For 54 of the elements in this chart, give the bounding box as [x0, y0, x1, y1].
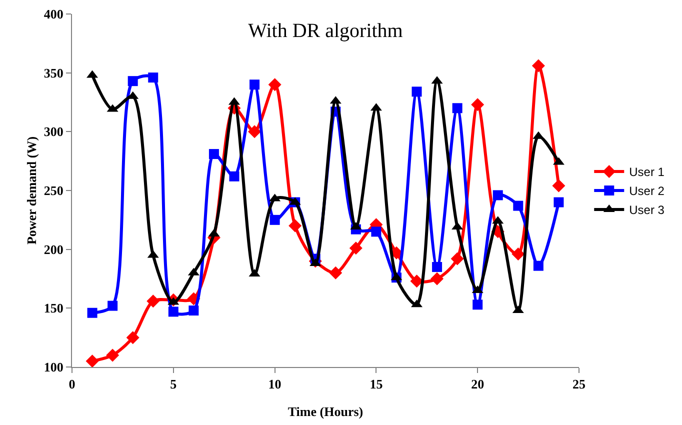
x-tick-label: 25 [572, 376, 586, 392]
x-tick-label: 20 [471, 376, 484, 392]
point [87, 308, 98, 318]
point [513, 200, 524, 211]
x-tick-label: 5 [170, 376, 178, 392]
point [472, 300, 483, 310]
point [533, 260, 544, 271]
y-axis-title: Power demand (W) [24, 136, 39, 245]
point [430, 272, 444, 286]
point [148, 72, 158, 83]
point [288, 219, 302, 232]
y-tick-label: 100 [44, 360, 64, 375]
legend-label: User 2 [629, 184, 665, 198]
point [268, 78, 282, 92]
point [412, 86, 422, 97]
point [128, 76, 138, 86]
point [371, 226, 382, 237]
point [250, 80, 260, 90]
point [126, 331, 140, 344]
point [188, 306, 199, 316]
x-tick-label: 15 [370, 376, 384, 392]
y-tick-label: 350 [44, 65, 64, 80]
point [229, 171, 240, 182]
x-tick-label: 10 [268, 376, 282, 392]
point [410, 274, 424, 288]
y-tick-label: 200 [44, 242, 64, 257]
y-tick-label: 150 [44, 300, 64, 316]
legend-label: User 1 [629, 165, 665, 180]
legend-label: User 3 [629, 203, 665, 218]
point [108, 300, 118, 311]
y-tick-label: 250 [44, 183, 64, 198]
chart-title: With DR algorithm [248, 20, 404, 42]
point [432, 262, 442, 272]
point [86, 354, 99, 367]
point [270, 214, 280, 225]
point [168, 306, 178, 317]
point [452, 103, 462, 114]
y-tick-label: 400 [44, 6, 64, 22]
point [329, 266, 342, 280]
point [106, 348, 120, 362]
point [471, 98, 484, 112]
point [512, 248, 525, 261]
point [349, 242, 362, 255]
y-tick-label: 300 [44, 124, 64, 140]
x-axis-title: Time (Hours) [288, 404, 364, 419]
point [532, 59, 545, 72]
point [554, 197, 564, 208]
point [552, 179, 566, 192]
point [450, 252, 464, 266]
point [146, 294, 160, 308]
point [208, 149, 219, 160]
point [248, 125, 262, 138]
x-tick-label: 0 [68, 376, 76, 392]
point [492, 190, 503, 200]
